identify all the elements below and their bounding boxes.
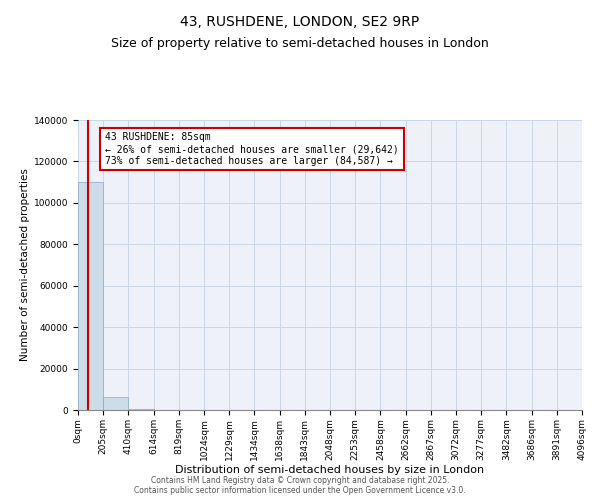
- Bar: [128, 409, 154, 410]
- Text: 43 RUSHDENE: 85sqm
← 26% of semi-detached houses are smaller (29,642)
73% of sem: 43 RUSHDENE: 85sqm ← 26% of semi-detache…: [105, 132, 399, 166]
- Bar: [103, 396, 128, 410]
- Text: Size of property relative to semi-detached houses in London: Size of property relative to semi-detach…: [111, 38, 489, 51]
- Text: 43, RUSHDENE, LONDON, SE2 9RP: 43, RUSHDENE, LONDON, SE2 9RP: [181, 15, 419, 29]
- X-axis label: Distribution of semi-detached houses by size in London: Distribution of semi-detached houses by …: [175, 466, 485, 475]
- Bar: [78, 182, 103, 410]
- Y-axis label: Number of semi-detached properties: Number of semi-detached properties: [20, 168, 29, 362]
- Text: Contains HM Land Registry data © Crown copyright and database right 2025.
Contai: Contains HM Land Registry data © Crown c…: [134, 476, 466, 495]
